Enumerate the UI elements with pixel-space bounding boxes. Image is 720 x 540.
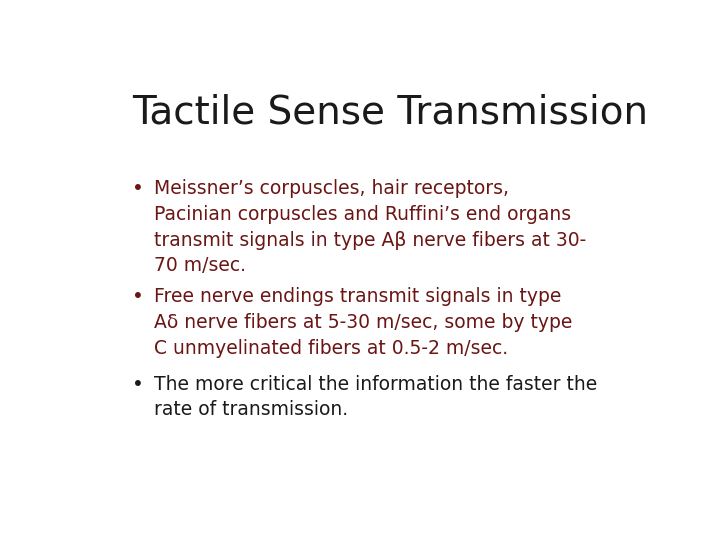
Text: Meissner’s corpuscles, hair receptors,
Pacinian corpuscles and Ruffini’s end org: Meissner’s corpuscles, hair receptors, P… (154, 179, 586, 275)
Text: Free nerve endings transmit signals in type
Aδ nerve fibers at 5-30 m/sec, some : Free nerve endings transmit signals in t… (154, 287, 572, 358)
Text: •: • (132, 179, 144, 198)
Text: Tactile Sense Transmission: Tactile Sense Transmission (132, 94, 648, 132)
Text: The more critical the information the faster the
rate of transmission.: The more critical the information the fa… (154, 375, 598, 420)
Text: •: • (132, 287, 144, 306)
Text: •: • (132, 375, 144, 394)
